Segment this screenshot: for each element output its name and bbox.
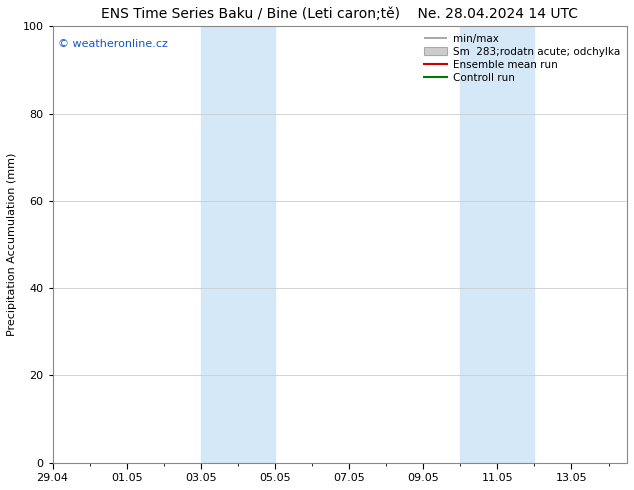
Bar [238,26,275,463]
Legend: min/max, Sm  283;rodatn acute; odchylka, Ensemble mean run, Controll run: min/max, Sm 283;rodatn acute; odchylka, … [420,29,624,87]
Title: ENS Time Series Baku / Bine (Leti caron;tě)    Ne. 28.04.2024 14 UTC: ENS Time Series Baku / Bine (Leti caron;… [101,7,578,21]
Bar [201,26,238,463]
Bar [497,26,534,463]
Bar [460,26,497,463]
Y-axis label: Precipitation Accumulation (mm): Precipitation Accumulation (mm) [7,153,17,336]
Text: © weatheronline.cz: © weatheronline.cz [58,39,168,49]
